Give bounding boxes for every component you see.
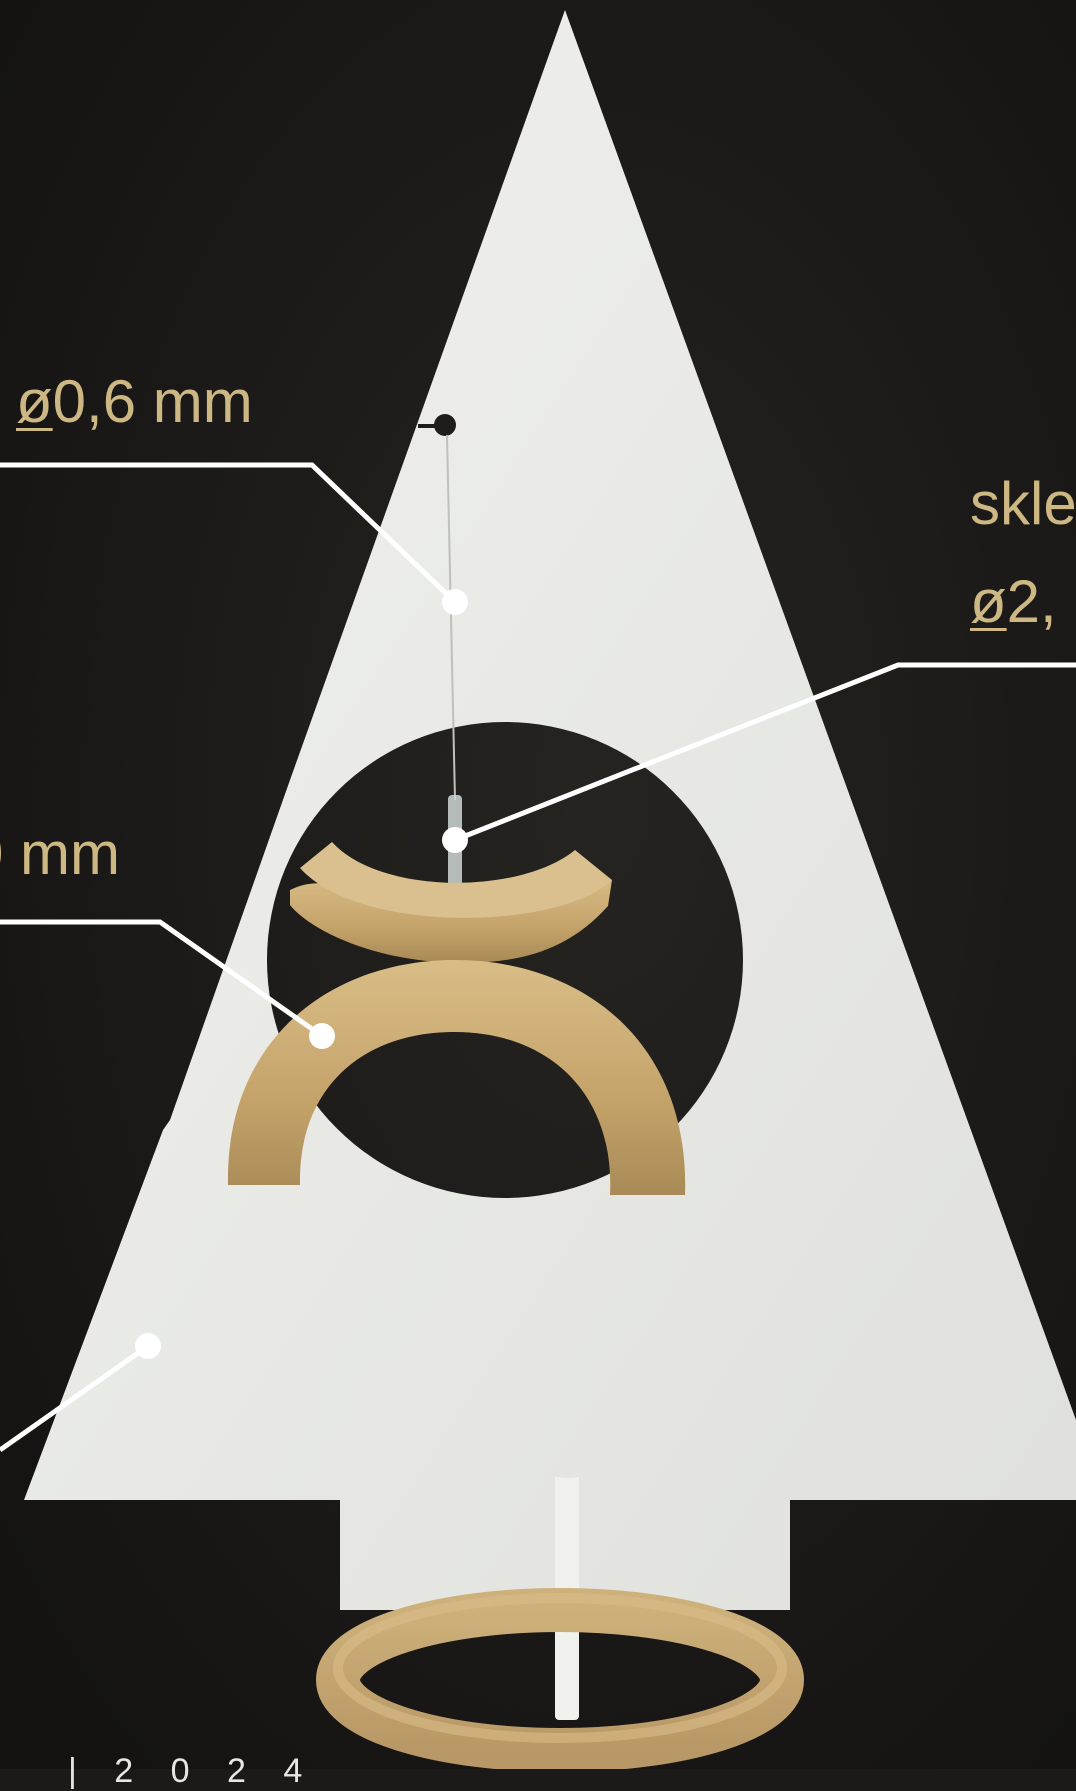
diameter-symbol: ø [16, 368, 53, 435]
glass-tube-diameter-label: ø2, [970, 572, 1057, 632]
diameter-symbol: ø [970, 568, 1007, 635]
acrylic-tree [24, 10, 1076, 1610]
glass-tube-label: skle [970, 470, 1076, 537]
wooden-lower-arc [227, 960, 686, 1195]
year-footer: | 2 0 2 4 [68, 1752, 317, 1790]
wooden-base-ring [316, 1588, 804, 1769]
thread-diameter-value: 0,6 mm [52, 368, 253, 435]
wood-arc-label: 0 mm [0, 820, 120, 887]
thread-diameter-label: ø0,6 mm [16, 372, 253, 432]
wooden-upper-arc [290, 842, 612, 963]
leader-lines [0, 462, 1076, 1453]
glass-tube-diameter-value: 2, [1006, 568, 1057, 635]
